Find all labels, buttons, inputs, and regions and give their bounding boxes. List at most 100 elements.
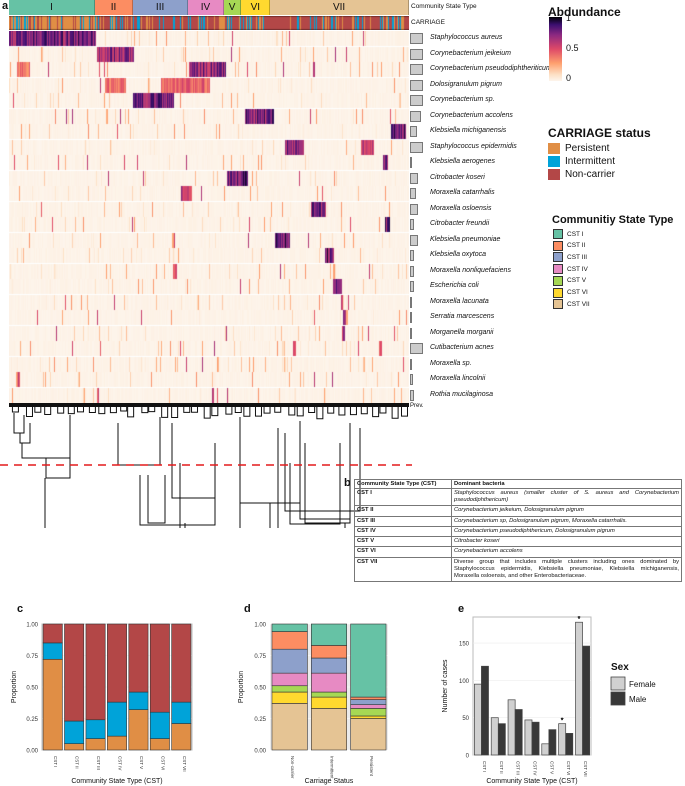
bar-male <box>497 723 506 756</box>
bar-male <box>548 729 557 756</box>
dendrogram-link <box>288 407 296 416</box>
legend-label: CST V <box>567 277 587 285</box>
bar-female <box>507 699 516 756</box>
legend-label-female: Female <box>629 680 656 689</box>
legend-label: CST VI <box>567 289 588 296</box>
species-label: Corynebacterium accolens <box>430 111 513 119</box>
cst-legend-item: CST III <box>553 252 588 263</box>
dendrogram-link <box>191 407 199 413</box>
legend-label: CST VII <box>567 300 590 308</box>
y-tick-label: 0.75 <box>254 654 266 660</box>
carriage-legend-item: Non-carrier <box>548 169 615 180</box>
y-tick-label: 0 <box>466 754 470 760</box>
dendrogram-link <box>299 433 351 520</box>
x-tick-label: CST V <box>549 761 554 774</box>
bar-female <box>524 719 533 756</box>
bar-segment-non-carrier <box>149 623 170 713</box>
significance-marker: * <box>561 718 564 725</box>
abundance-heatmap <box>9 31 409 403</box>
species-label: Serratia marcescens <box>430 312 495 320</box>
bar-segment-non-carrier <box>128 623 149 693</box>
x-tick-label: CST VI <box>566 761 571 775</box>
dendrogram-link <box>269 503 346 528</box>
cst-legend-item: CST IV <box>553 264 588 275</box>
bar-segment-cst-vi <box>350 715 387 719</box>
dendrogram-link <box>67 407 75 415</box>
dendrogram-link <box>372 407 380 418</box>
dendrogram-link <box>225 407 233 415</box>
abundance-colorbar <box>549 17 562 81</box>
prevalence-bar <box>410 188 416 199</box>
y-tick-label: 100 <box>459 679 470 685</box>
prevalence-bar <box>410 312 412 323</box>
bar-segment-cst-iv <box>271 672 308 687</box>
bar-segment-cst-iv <box>350 704 387 709</box>
cst-legend-item: CST II <box>553 240 585 251</box>
y-tick-label: 0.75 <box>26 654 38 660</box>
legend-swatch <box>548 143 560 154</box>
dendrogram-link <box>296 407 304 417</box>
species-label: Staphylococcus aureus <box>430 33 503 41</box>
dendrogram-link <box>44 407 52 415</box>
y-axis-label: Number of cases <box>442 659 449 712</box>
prevalence-bar <box>410 33 423 44</box>
bar-segment-cst-vi <box>271 691 308 704</box>
cst-segment-ii: II <box>95 0 133 15</box>
prevalence-bar <box>410 80 423 91</box>
significance-marker: * <box>561 718 564 725</box>
bar-segment-cst-vii <box>311 708 348 751</box>
bar-segment-intermittent <box>149 711 170 739</box>
dendrogram-link <box>88 407 96 414</box>
significance-marker: * <box>578 616 581 623</box>
x-tick-label: CST III <box>516 761 521 775</box>
dendrogram-link <box>171 423 216 499</box>
prevalence-bar <box>410 235 419 246</box>
bar-segment-cst-iii <box>311 657 348 674</box>
bar-segment-cst-vi <box>311 696 348 709</box>
dendrogram-link <box>77 407 85 413</box>
dendrogram-link <box>171 407 179 418</box>
bar-segment-cst-v <box>271 685 308 693</box>
y-tick-label: 1.00 <box>26 623 38 629</box>
dendrogram-link <box>13 413 25 434</box>
bacteria-cell: Staphylococcus aureus (smaller cluster o… <box>451 487 682 507</box>
y-tick-label: 0.50 <box>254 686 266 692</box>
legend-swatch <box>553 299 563 310</box>
dendrogram-link <box>25 407 33 417</box>
legend-label: CST III <box>567 253 588 261</box>
bar-segment-cst-v <box>350 708 387 717</box>
dendrogram-link <box>117 417 161 466</box>
abundance-legend-title: Abdundance <box>548 5 621 19</box>
dendrogram-link <box>338 407 346 416</box>
table-row: CST III Corynebacterium sp, Dolosigranulu… <box>354 515 682 527</box>
legend-swatch-female <box>610 676 626 691</box>
species-label: Staphylococcus epidermidis <box>430 142 517 150</box>
cst-segment-vi: VI <box>241 0 271 15</box>
species-label: Corynebacterium jeikeium <box>430 49 511 57</box>
carriage-legend-title: CARRIAGE status <box>548 126 651 140</box>
x-tick-label: Intermittent <box>330 756 335 779</box>
bar-segment-persistent <box>171 723 192 751</box>
prevalence-bar <box>410 390 414 401</box>
species-label: Citrobacter freundii <box>430 219 490 227</box>
cst-cell: CST VI <box>354 546 452 558</box>
legend-swatch <box>553 252 563 263</box>
y-tick-label: 1.00 <box>254 623 266 629</box>
bar-segment-intermittent <box>171 701 192 724</box>
y-tick-label: 0.50 <box>26 686 38 692</box>
dendrogram-link <box>239 421 301 504</box>
bacteria-cell: Citrobacter koseri <box>451 536 682 548</box>
cst-segment-v: V <box>223 0 242 15</box>
bar-segment-non-carrier <box>107 623 127 703</box>
y-tick-label: 0.25 <box>26 717 38 723</box>
legend-swatch <box>553 275 563 286</box>
cst-legend-item: CST VI <box>553 287 588 298</box>
prevalence-bar <box>410 219 415 230</box>
significance-marker: * <box>578 616 581 623</box>
prevalence-bar <box>410 49 423 60</box>
bar-segment-persistent <box>128 709 149 751</box>
cst-segment-i: I <box>9 0 95 15</box>
y-tick-label: 0.25 <box>254 717 266 723</box>
carriage-legend-item: Intermittent <box>548 156 615 167</box>
prevalence-axis-label: Prev. <box>410 403 424 409</box>
